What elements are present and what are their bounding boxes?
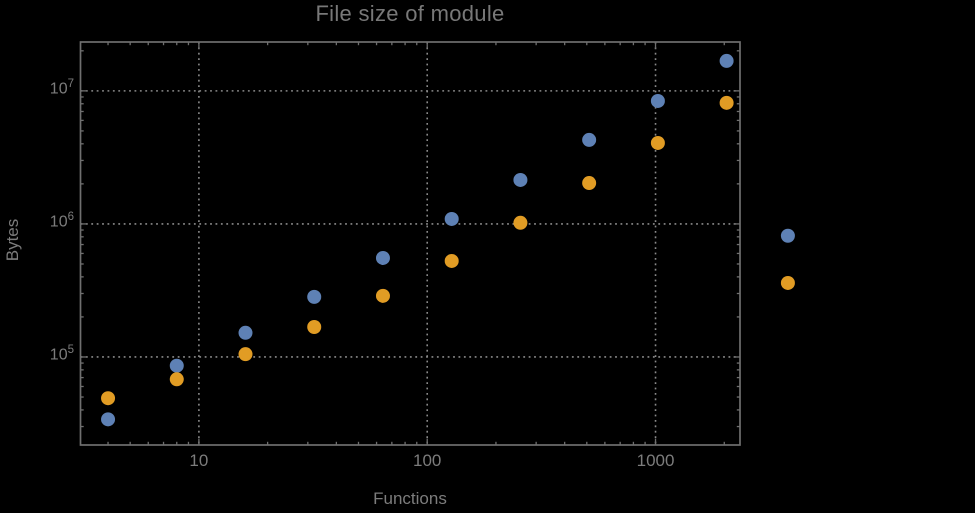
data-point-series-orange	[780, 275, 795, 290]
data-point-series-orange	[375, 288, 390, 303]
plot-frame	[79, 41, 741, 446]
x-tick-label: 1000	[636, 451, 675, 470]
y-axis-label: Bytes	[3, 218, 22, 262]
x-axis-label: Functions	[373, 489, 447, 508]
y-tick-label: 105	[49, 343, 74, 364]
y-tick-label: 106	[49, 210, 74, 231]
data-point-series-blue	[101, 412, 116, 427]
data-point-series-blue	[582, 132, 597, 147]
data-point-series-blue	[780, 228, 795, 243]
data-point-series-blue	[650, 93, 665, 108]
data-point-series-blue	[719, 53, 734, 68]
data-point-series-blue	[444, 211, 459, 226]
data-point-series-orange	[513, 215, 528, 230]
chart-title: File size of module	[315, 1, 505, 26]
data-point-series-orange	[307, 320, 322, 335]
data-point-series-orange	[650, 135, 665, 150]
data-point-series-blue	[307, 289, 322, 304]
data-point-series-blue	[169, 358, 184, 373]
data-point-series-orange	[582, 176, 597, 191]
x-tick-label: 10	[189, 451, 209, 470]
data-point-series-orange	[719, 95, 734, 110]
data-point-series-blue	[375, 250, 390, 265]
data-point-series-orange	[101, 391, 116, 406]
data-point-series-blue	[238, 325, 253, 340]
y-tick-label: 107	[49, 77, 74, 98]
data-point-series-orange	[169, 372, 184, 387]
data-point-series-orange	[444, 253, 459, 268]
x-tick-label: 100	[413, 451, 442, 470]
data-point-series-blue	[513, 172, 528, 187]
data-point-series-orange	[238, 347, 253, 362]
